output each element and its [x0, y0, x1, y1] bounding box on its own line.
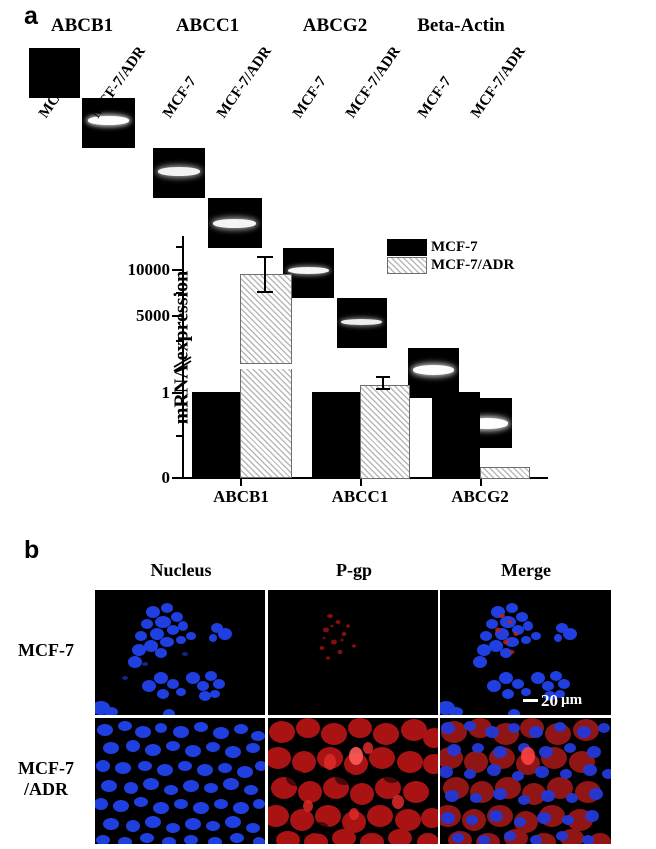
legend-swatch-mcf7 [387, 239, 427, 256]
legend-label-mcf7: MCF-7 [431, 239, 478, 255]
gel-lane-abcg2-mcf7adr [337, 298, 387, 348]
gel-band [213, 219, 256, 228]
chart-y-label-5000: 5000 [136, 306, 170, 325]
gel-lane-label-abcg2-mcf7adr: MCF-7/ADR [343, 43, 404, 122]
bar-abcb1-mcf7adr-upper [240, 274, 292, 364]
gel-title-abcc1: ABCC1 [175, 15, 240, 36]
panel-b-row-label-mcf7adr-line1: MCF-7 [18, 758, 74, 778]
panel-b-column-header-merge: Merge [501, 560, 551, 580]
bar-abcb1-mcf7adr-lower [240, 369, 292, 478]
panel-b-row-label-mcf7: MCF-7 [0, 640, 92, 661]
panel-b-row-label-mcf7adr-line2: /ADR [24, 779, 68, 799]
gel-lane-beta-actin-mcf7 [408, 348, 459, 398]
chart-x-label-abcg2: ABCG2 [451, 487, 509, 506]
bar-abcb1-mcf7 [192, 392, 240, 477]
chart-y-tick-minor [176, 435, 182, 437]
legend-swatch-mcf7adr [387, 257, 427, 274]
panel-b-column-header-nucleus: Nucleus [150, 560, 212, 580]
chart-x-label-abcc1: ABCC1 [331, 487, 389, 506]
bar-abcg2-mcf7adr [480, 467, 530, 479]
errorbar-abcc1-mcf7adr [376, 376, 390, 390]
gel-band [158, 167, 200, 176]
legend-label-mcf7adr: MCF-7/ADR [431, 257, 515, 273]
chart-y-axis [182, 236, 185, 477]
gel-band [413, 365, 454, 375]
gel-lane-abcc1-mcf7 [153, 148, 205, 198]
bar-abcc1-mcf7 [312, 392, 360, 477]
chart-y-tick-minor [176, 292, 182, 294]
gel-band [88, 116, 129, 125]
errorbar-abcb1-mcf7adr [257, 256, 273, 293]
gel-lane-abcc1-mcf7adr [208, 198, 262, 248]
micrograph-mcf7adr-pgp [268, 718, 438, 844]
gel-band [466, 418, 508, 429]
gel-title-abcg2: ABCG2 [302, 15, 368, 36]
panel-a-letter: a [24, 2, 38, 30]
scale-bar-line [523, 699, 538, 702]
micrograph-mcf7adr-merge [440, 718, 611, 844]
micrograph-mcf7adr-nucleus [95, 718, 265, 844]
chart-x-tick [480, 479, 482, 486]
scale-bar-value: 20 [541, 691, 558, 710]
micrograph-mcf7-pgp [268, 590, 438, 715]
gel-lane-abcb1-mcf7 [29, 48, 80, 98]
chart-y-tick-0 [172, 477, 182, 479]
scale-bar: 20 µm [523, 692, 582, 709]
panel-b-letter: b [24, 536, 40, 564]
gel-band [288, 267, 329, 274]
gel-lane-abcb1-mcf7adr [82, 98, 135, 148]
gel-lane-label-abcc1-mcf7: MCF-7 [160, 73, 200, 122]
gel-title-beta-actin: Beta-Actin [417, 15, 505, 36]
gel-lane-label-abcc1-mcf7adr: MCF-7/ADR [214, 43, 275, 122]
chart-y-label-0: 0 [161, 468, 171, 487]
chart-y-tick-minor [176, 340, 182, 342]
gel-band [341, 319, 382, 325]
micrograph-mcf7-nucleus [95, 590, 265, 715]
bar-abcc1-mcf7adr [360, 385, 410, 479]
mrna-expression-chart: mRNA expression 10000 5000 1 0 [128, 236, 550, 505]
panel-b-row-label-mcf7-line1: MCF-7 [18, 640, 74, 660]
panel-b-column-header-pgp: P-gp [336, 560, 372, 580]
gel-lane-label-beta-actin-mcf7: MCF-7 [415, 73, 455, 122]
micrograph-mcf7-merge [440, 590, 611, 715]
gel-title-abcb1: ABCB1 [50, 15, 114, 36]
chart-y-label-10000: 10000 [127, 260, 171, 279]
gel-lane-label-abcg2-mcf7: MCF-7 [290, 73, 330, 122]
chart-x-label-abcb1: ABCB1 [213, 487, 269, 506]
axis-break-icon [172, 352, 194, 372]
chart-y-tick-10000 [172, 269, 182, 271]
chart-y-tick-minor [176, 246, 182, 248]
chart-y-label-1: 1 [161, 383, 171, 402]
panel-b-row-label-mcf7adr: MCF-7 /ADR [0, 758, 92, 800]
chart-x-tick [240, 479, 242, 486]
bar-abcg2-mcf7 [432, 392, 480, 477]
chart-y-tick-1 [172, 392, 182, 394]
gel-lane-label-beta-actin-mcf7adr: MCF-7/ADR [468, 43, 529, 122]
scale-bar-unit: µm [561, 692, 583, 708]
chart-x-tick [360, 479, 362, 486]
chart-y-tick-5000 [172, 315, 182, 317]
